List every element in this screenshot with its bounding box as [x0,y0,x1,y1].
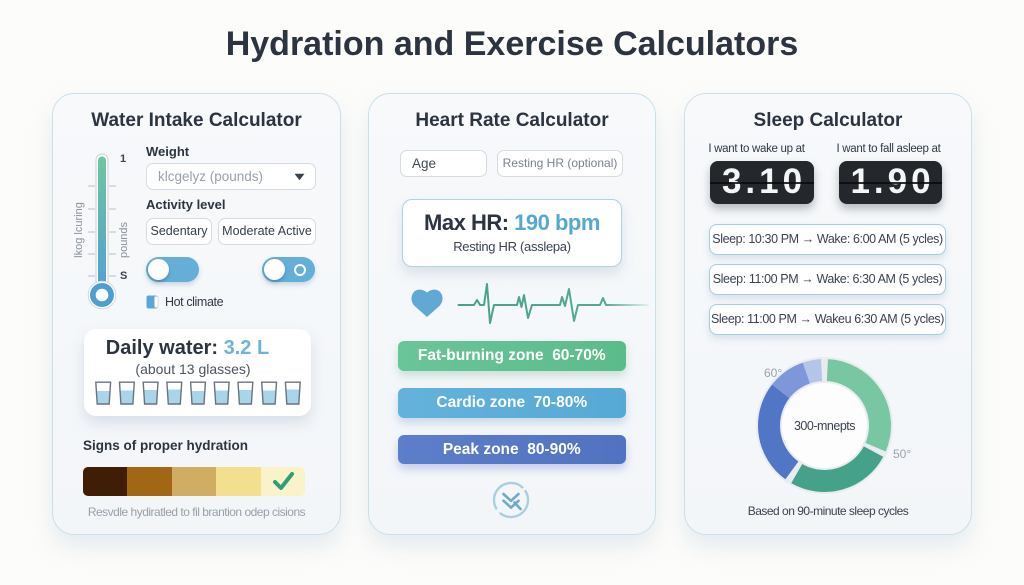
svg-text:S: S [120,270,127,282]
svg-text:1: 1 [120,153,126,165]
svg-text:300-mnepts: 300-mnepts [794,419,855,433]
svg-text:pounds: pounds [118,221,130,258]
svg-text:lkog lcuring: lkog lcuring [73,202,85,258]
